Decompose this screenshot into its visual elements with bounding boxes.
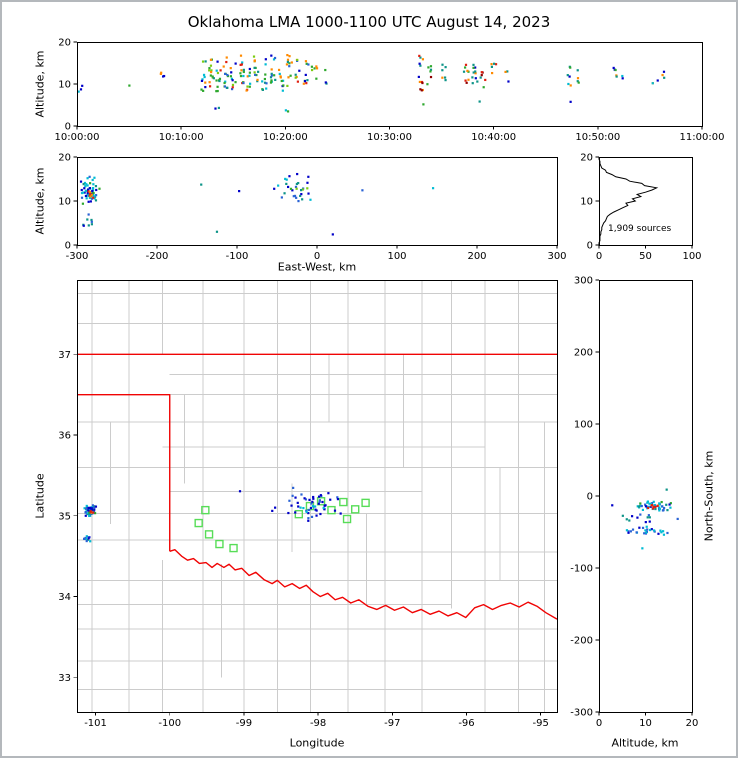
svg-text:34: 34 — [58, 592, 71, 603]
svg-text:300: 300 — [547, 251, 566, 262]
svg-text:0: 0 — [65, 241, 71, 252]
svg-text:10:30:00: 10:30:00 — [367, 132, 412, 143]
svg-text:-95: -95 — [533, 718, 549, 729]
svg-text:11:00:00: 11:00:00 — [680, 132, 725, 143]
time-panel-ylabel: Altitude, km — [33, 50, 47, 118]
svg-text:0: 0 — [596, 718, 602, 729]
svg-text:-101: -101 — [84, 718, 107, 729]
svg-text:35: 35 — [58, 511, 71, 522]
svg-text:-200: -200 — [146, 251, 169, 262]
ns-panel-xlabel: Altitude, km — [611, 736, 679, 750]
svg-text:100: 100 — [387, 251, 406, 262]
svg-text:0: 0 — [587, 492, 593, 503]
ns-panel-ylabel: North-South, km — [702, 450, 716, 542]
svg-text:33: 33 — [58, 673, 71, 684]
svg-text:20: 20 — [58, 38, 71, 49]
svg-text:-300: -300 — [570, 708, 593, 719]
svg-text:100: 100 — [574, 420, 593, 431]
svg-text:-100: -100 — [570, 564, 593, 575]
svg-text:10:50:00: 10:50:00 — [575, 132, 620, 143]
map-xlabel: Longitude — [289, 736, 345, 750]
svg-text:37: 37 — [58, 350, 71, 361]
svg-text:0: 0 — [596, 251, 602, 262]
svg-text:-100: -100 — [226, 251, 249, 262]
svg-text:-96: -96 — [458, 718, 474, 729]
ew-panel-xlabel: East-West, km — [277, 260, 357, 274]
svg-text:50: 50 — [639, 251, 652, 262]
svg-text:300: 300 — [574, 276, 593, 287]
svg-text:10:10:00: 10:10:00 — [159, 132, 204, 143]
svg-text:100: 100 — [682, 251, 701, 262]
svg-text:20: 20 — [58, 153, 71, 164]
source-count-annotation: 1,909 sources — [608, 224, 672, 234]
svg-text:10:20:00: 10:20:00 — [263, 132, 308, 143]
svg-text:0: 0 — [587, 241, 593, 252]
svg-text:10: 10 — [639, 718, 652, 729]
figure-title: Oklahoma LMA 1000-1100 UTC August 14, 20… — [187, 13, 551, 31]
svg-text:200: 200 — [467, 251, 486, 262]
svg-text:-300: -300 — [66, 251, 89, 262]
svg-text:0: 0 — [314, 251, 320, 262]
svg-text:-98: -98 — [310, 718, 326, 729]
ew-panel-ylabel: Altitude, km — [33, 167, 47, 235]
map-ylabel: Latitude — [33, 473, 47, 519]
svg-text:10: 10 — [58, 197, 71, 208]
svg-text:200: 200 — [574, 348, 593, 359]
svg-text:20: 20 — [580, 153, 593, 164]
svg-text:36: 36 — [58, 431, 71, 442]
svg-text:-97: -97 — [384, 718, 400, 729]
svg-text:20: 20 — [686, 718, 699, 729]
svg-text:-100: -100 — [158, 718, 181, 729]
svg-text:10: 10 — [580, 197, 593, 208]
svg-text:10: 10 — [58, 80, 71, 91]
svg-text:-99: -99 — [236, 718, 252, 729]
svg-text:10:40:00: 10:40:00 — [471, 132, 516, 143]
svg-text:-200: -200 — [570, 636, 593, 647]
svg-text:10:00:00: 10:00:00 — [55, 132, 100, 143]
svg-text:0: 0 — [65, 122, 71, 133]
